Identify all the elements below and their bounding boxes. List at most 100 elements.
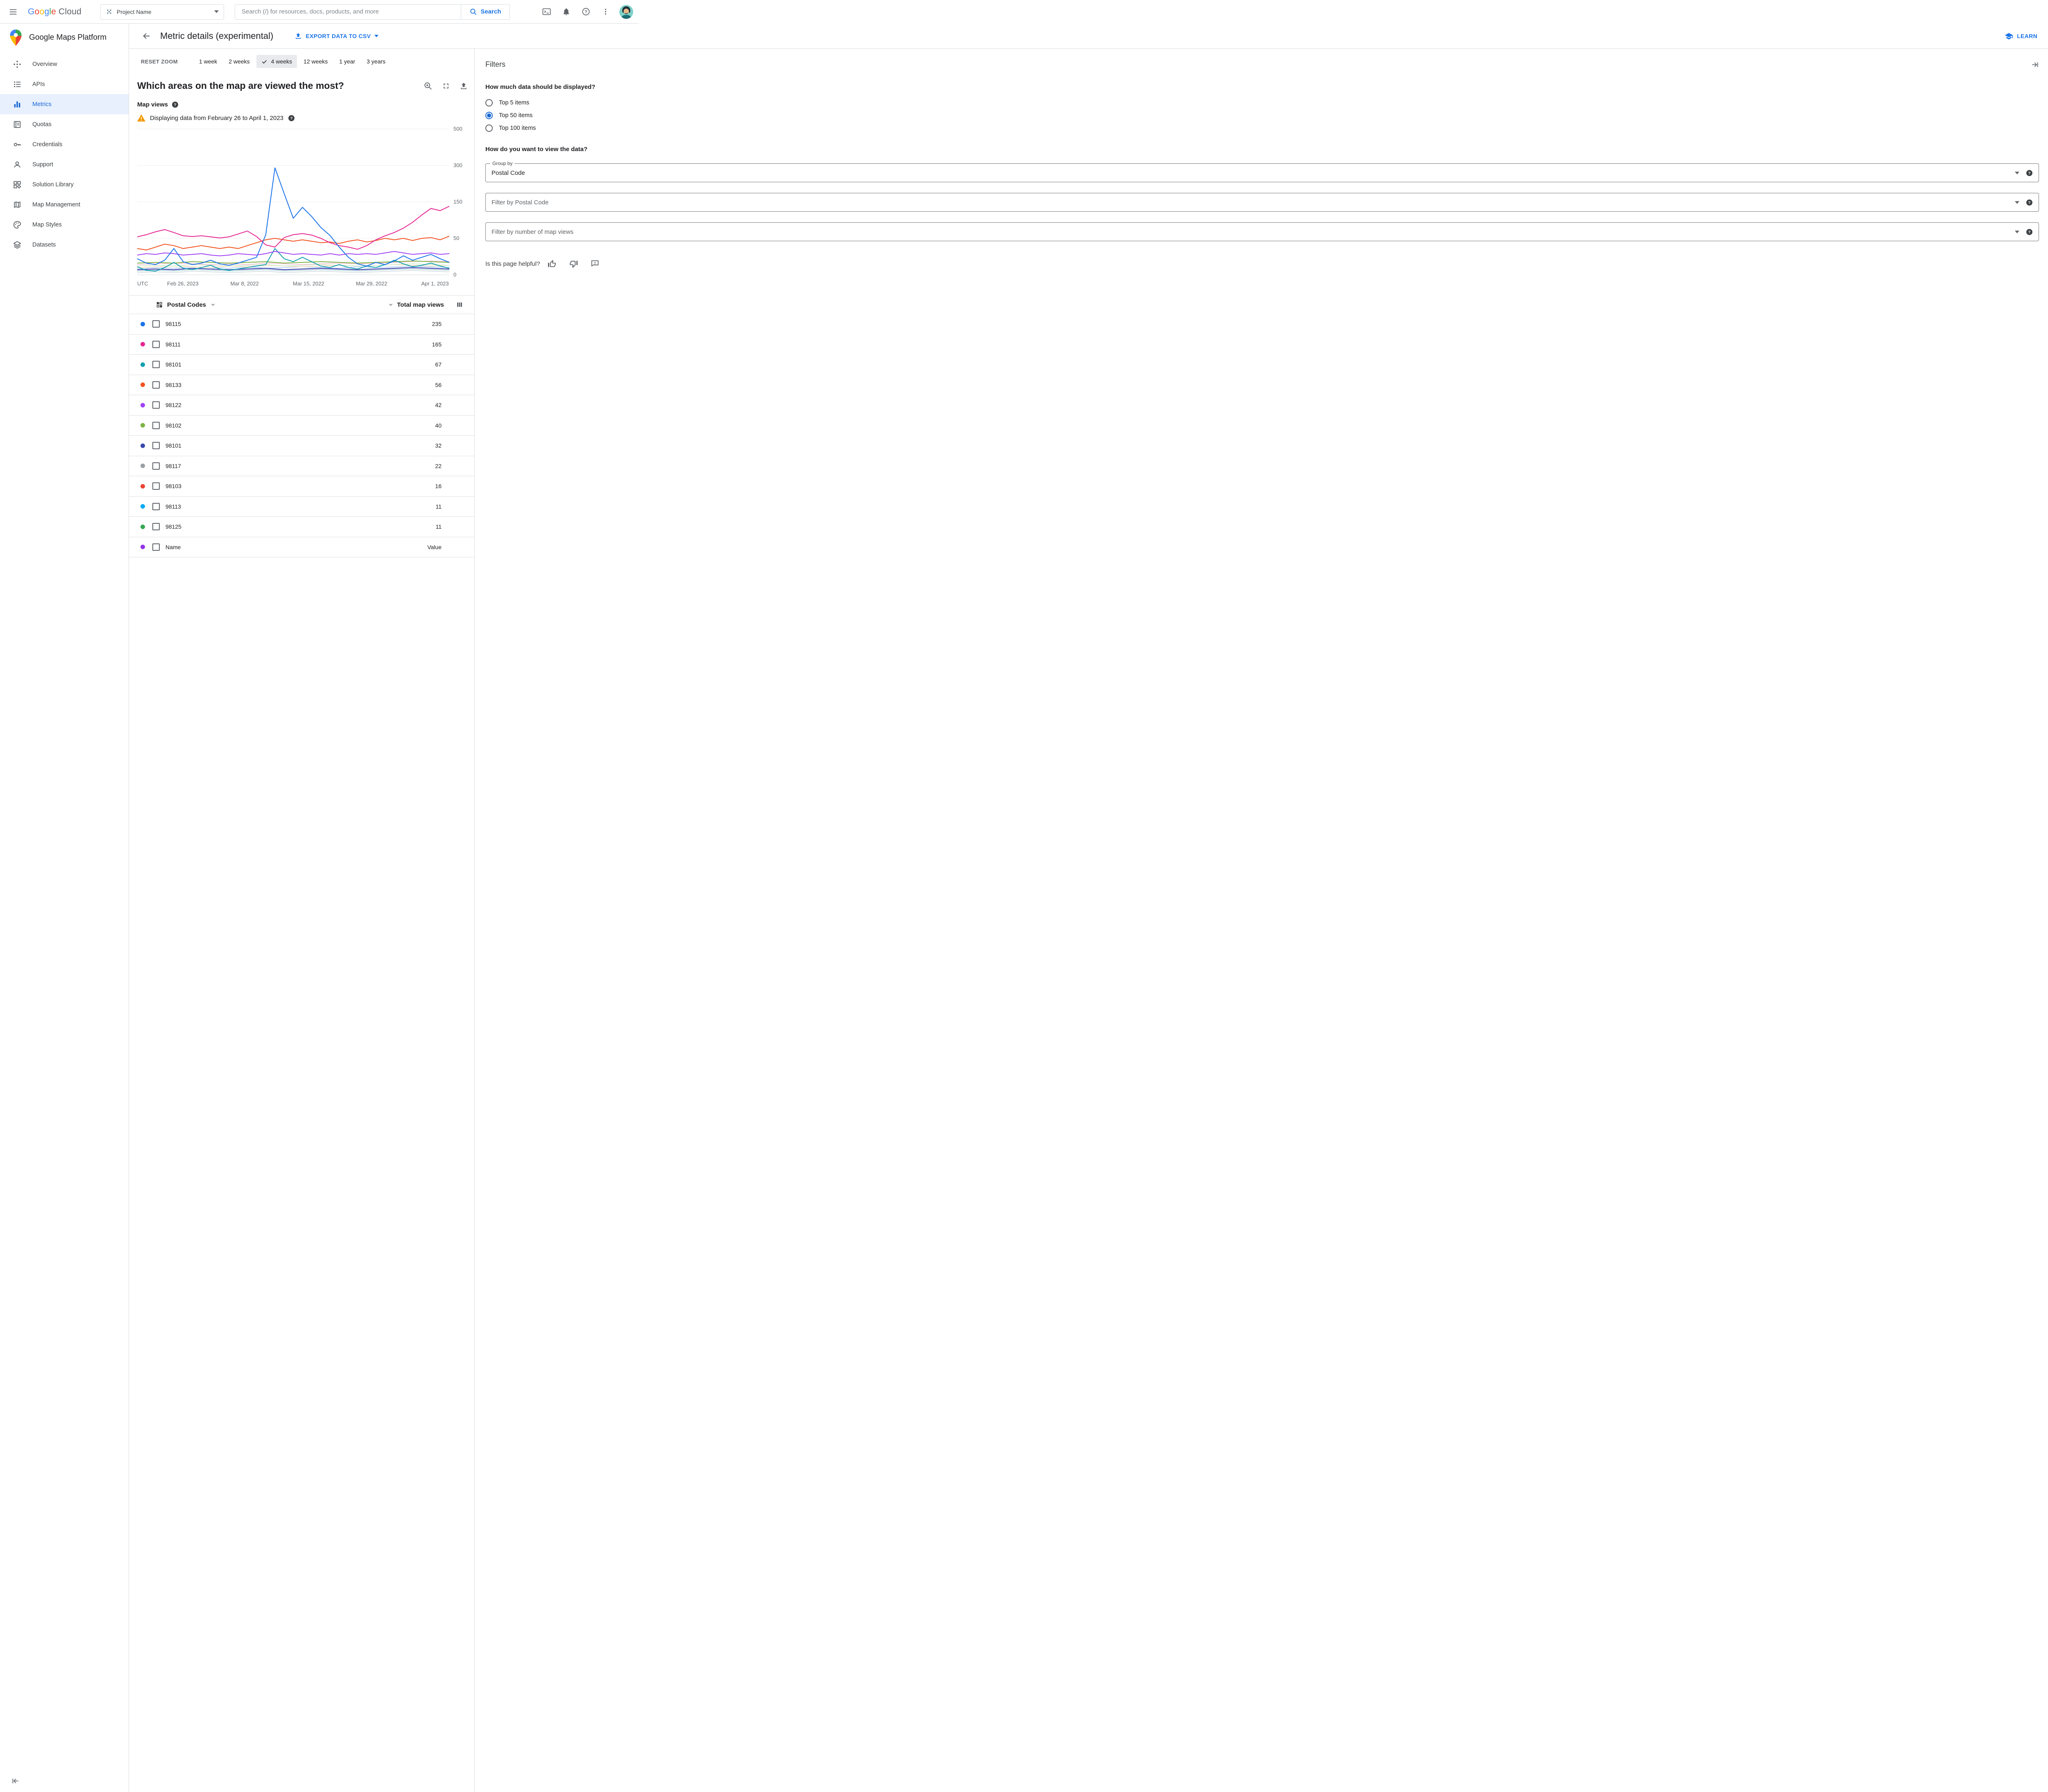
filter-views-dropdown[interactable]: Filter by number of map views ?: [485, 222, 2039, 241]
map-views-cell: 165: [432, 341, 442, 348]
export-chart-icon[interactable]: [460, 82, 468, 90]
table-row[interactable]: 98101 67: [129, 355, 474, 375]
fullscreen-icon[interactable]: [442, 82, 450, 90]
time-range-option[interactable]: 1 year: [339, 58, 356, 65]
display-options: Top 5 items Top 50 items Top 100 items: [485, 96, 2039, 134]
table-row[interactable]: Name Value: [129, 537, 474, 557]
help-icon[interactable]: ?: [288, 115, 295, 122]
search-button[interactable]: Search: [460, 4, 510, 20]
filter-postal-dropdown[interactable]: Filter by Postal Code ?: [485, 193, 2039, 212]
map-views-cell: 11: [435, 523, 442, 530]
time-range-option[interactable]: 2 weeks: [229, 58, 250, 65]
back-button[interactable]: [142, 32, 151, 41]
row-checkbox[interactable]: [152, 482, 160, 490]
sidebar-item[interactable]: Overview: [0, 54, 129, 74]
row-checkbox[interactable]: [152, 502, 160, 510]
time-range-option[interactable]: 4 weeks: [256, 55, 297, 68]
time-range-option[interactable]: 1 week: [199, 58, 217, 65]
sidebar-item[interactable]: Credentials: [0, 134, 129, 154]
account-avatar[interactable]: [619, 5, 633, 19]
group-by-selector[interactable]: Postal Codes: [156, 301, 216, 308]
cloud-shell-button[interactable]: [538, 4, 555, 20]
time-range-option[interactable]: 12 weeks: [304, 58, 328, 65]
row-checkbox[interactable]: [152, 320, 160, 328]
zoom-in-icon[interactable]: [424, 81, 433, 91]
radio-option[interactable]: Top 100 items: [485, 122, 2039, 134]
date-range-warning: Displaying data from February 26 to Apri…: [150, 114, 284, 122]
sidebar-item-label: Datasets: [32, 241, 56, 248]
table-row[interactable]: 98102 40: [129, 416, 474, 436]
y-axis: 0 50 150 300 500: [453, 126, 474, 278]
topbar: Google Cloud Project Name Search ?: [0, 0, 639, 24]
feedback-button[interactable]: [591, 260, 599, 268]
row-checkbox[interactable]: [152, 523, 160, 531]
graduation-cap-icon: [2005, 32, 2013, 41]
help-icon[interactable]: ?: [2026, 229, 2033, 235]
row-checkbox[interactable]: [152, 421, 160, 429]
hamburger-menu-button[interactable]: [5, 4, 21, 20]
sidebar-item-label: APIs: [32, 81, 45, 88]
map-styles-icon: [12, 220, 22, 229]
reset-zoom-button[interactable]: RESET ZOOM: [141, 58, 178, 65]
sidebar-item[interactable]: Solution Library: [0, 174, 129, 195]
row-checkbox[interactable]: [152, 381, 160, 389]
table-row[interactable]: 98101 32: [129, 436, 474, 456]
group-by-dropdown[interactable]: Group by Postal Code ?: [485, 161, 2039, 182]
metrics-icon: [12, 100, 22, 109]
sidebar-item[interactable]: Support: [0, 154, 129, 174]
map-views-cell: 11: [435, 503, 442, 510]
chart-canvas[interactable]: [137, 127, 449, 278]
map-views-cell: 32: [435, 442, 442, 449]
export-csv-button[interactable]: EXPORT DATA TO CSV: [295, 32, 379, 40]
table-row[interactable]: 98117 22: [129, 456, 474, 476]
more-options-button[interactable]: [597, 4, 614, 20]
sidebar-item[interactable]: Metrics: [0, 94, 129, 114]
page-header: Metric details (experimental) EXPORT DAT…: [129, 24, 2048, 49]
view-question: How do you want to view the data?: [485, 146, 588, 153]
help-icon[interactable]: ?: [172, 101, 179, 108]
row-checkbox[interactable]: [152, 543, 160, 551]
metric-label: Map views: [137, 101, 168, 108]
project-selector-label: Project Name: [116, 8, 152, 15]
sidebar-item[interactable]: APIs: [0, 74, 129, 94]
notifications-button[interactable]: [558, 4, 574, 20]
help-icon[interactable]: ?: [2026, 199, 2033, 206]
sidebar-item-label: Map Styles: [32, 221, 62, 228]
row-checkbox[interactable]: [152, 442, 160, 450]
row-checkbox[interactable]: [152, 361, 160, 369]
sidebar-item[interactable]: Quotas: [0, 114, 129, 134]
radio-option[interactable]: Top 50 items: [485, 109, 2039, 122]
table-row[interactable]: 98125 11: [129, 517, 474, 537]
thumb-up-button[interactable]: [547, 259, 557, 269]
thumb-down-button[interactable]: [569, 259, 578, 269]
sort-selector[interactable]: Total map views: [388, 301, 444, 308]
table-row[interactable]: 98111 165: [129, 335, 474, 355]
sidebar-item[interactable]: Map Management: [0, 195, 129, 215]
learn-link[interactable]: LEARN: [2005, 32, 2037, 41]
sidebar-item[interactable]: Datasets: [0, 235, 129, 255]
check-icon: [261, 59, 267, 65]
line-chart[interactable]: 0 50 150 300 500 UTC Feb 26, 2023 Mar 8, 2022…: [137, 126, 474, 290]
sidebar-collapse-button[interactable]: [11, 1777, 20, 1786]
row-checkbox[interactable]: [152, 401, 160, 409]
help-button[interactable]: ?: [578, 4, 594, 20]
series-color-dot: [140, 382, 145, 387]
menu-icon: [9, 7, 18, 16]
help-icon[interactable]: ?: [2026, 170, 2033, 176]
time-range-option[interactable]: 3 years: [367, 58, 386, 65]
search-input[interactable]: [234, 4, 461, 20]
postal-code-cell: 98133: [165, 381, 181, 388]
collapse-panel-icon[interactable]: [2031, 61, 2039, 69]
table-row[interactable]: 98103 16: [129, 476, 474, 497]
table-row[interactable]: 98113 11: [129, 497, 474, 517]
row-checkbox[interactable]: [152, 462, 160, 470]
column-settings-icon[interactable]: [456, 301, 463, 308]
table-row[interactable]: 98115 235: [129, 314, 474, 335]
row-checkbox[interactable]: [152, 340, 160, 348]
sidebar-item[interactable]: Map Styles: [0, 215, 129, 235]
global-search: Search: [234, 4, 510, 20]
project-selector[interactable]: Project Name: [100, 4, 224, 20]
radio-option[interactable]: Top 5 items: [485, 96, 2039, 109]
table-row[interactable]: 98133 56: [129, 375, 474, 395]
table-row[interactable]: 98122 42: [129, 395, 474, 416]
